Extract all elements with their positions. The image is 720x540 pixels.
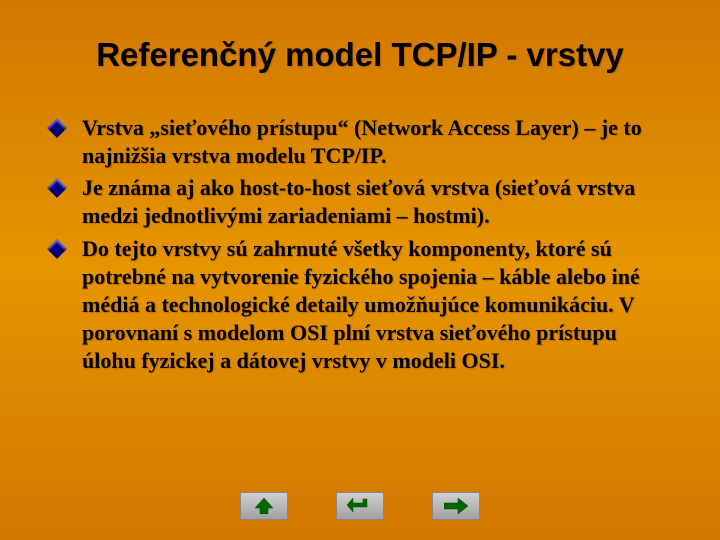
slide-content: Vrstva „sieťového prístupu“ (Network Acc… — [0, 74, 720, 375]
bullet-text: Do tejto vrstvy sú zahrnuté všetky kompo… — [82, 235, 670, 376]
bullet-text: Je známa aj ako host-to-host sieťová vrs… — [82, 174, 670, 230]
list-item: Vrstva „sieťového prístupu“ (Network Acc… — [50, 114, 670, 170]
diamond-bullet-icon — [47, 239, 67, 259]
next-button[interactable] — [432, 492, 480, 520]
return-arrow-icon — [347, 497, 373, 515]
arrow-right-icon — [444, 498, 468, 514]
nav-bar — [0, 492, 720, 520]
return-button[interactable] — [336, 492, 384, 520]
prev-button[interactable] — [240, 492, 288, 520]
bullet-text: Vrstva „sieťového prístupu“ (Network Acc… — [82, 114, 670, 170]
arrow-up-icon — [253, 498, 275, 514]
list-item: Je známa aj ako host-to-host sieťová vrs… — [50, 174, 670, 230]
slide-title: Referenčný model TCP/IP - vrstvy — [0, 0, 720, 74]
diamond-bullet-icon — [47, 118, 67, 138]
diamond-bullet-icon — [47, 178, 67, 198]
list-item: Do tejto vrstvy sú zahrnuté všetky kompo… — [50, 235, 670, 376]
